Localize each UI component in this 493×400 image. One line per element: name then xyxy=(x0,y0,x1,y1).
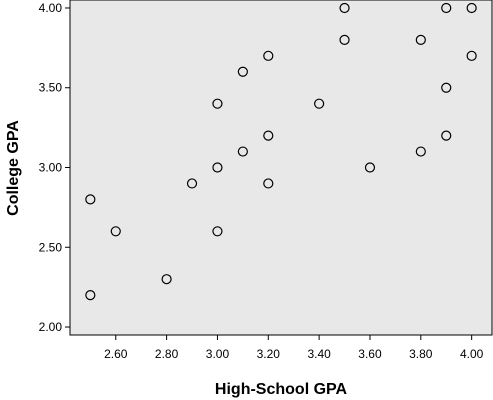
data-point xyxy=(415,146,426,157)
y-tick-label: 3.00 xyxy=(39,161,63,175)
data-point xyxy=(186,178,198,189)
x-axis: 2.60 2.80 3.00 3.20 3.40 3.60 3.80 4.00 xyxy=(104,335,484,361)
x-tick-label: 4.00 xyxy=(460,347,484,361)
data-point xyxy=(110,226,121,237)
data-point xyxy=(237,146,248,157)
x-tick-label: 3.60 xyxy=(358,347,382,361)
y-tick-label: 4.00 xyxy=(39,1,63,15)
data-point xyxy=(85,290,96,301)
data-point xyxy=(212,98,223,109)
data-point xyxy=(263,50,274,61)
y-axis-title: College GPA xyxy=(5,120,22,216)
x-tick-label: 3.20 xyxy=(257,347,281,361)
data-point xyxy=(441,130,452,141)
data-point xyxy=(212,226,223,237)
y-axis: 2.00 2.50 3.00 3.50 4.00 xyxy=(39,1,70,334)
x-tick-label: 2.80 xyxy=(155,347,179,361)
plot-area xyxy=(69,0,493,336)
y-tick-label: 2.00 xyxy=(39,320,63,334)
x-axis-title: High-School GPA xyxy=(215,381,348,398)
data-point xyxy=(339,2,350,14)
data-point xyxy=(237,66,248,77)
data-point xyxy=(263,130,274,141)
data-point xyxy=(161,274,172,285)
data-point xyxy=(441,2,452,14)
data-point xyxy=(466,50,477,61)
data-point xyxy=(212,162,223,173)
data-point xyxy=(85,194,96,205)
x-tick-label: 3.80 xyxy=(409,347,433,361)
x-tick-label: 3.40 xyxy=(307,347,331,361)
x-tick-label: 2.60 xyxy=(104,347,128,361)
y-tick-label: 3.50 xyxy=(39,81,63,95)
data-point xyxy=(339,34,350,45)
data-points xyxy=(85,2,477,301)
data-point xyxy=(364,162,376,173)
data-point xyxy=(263,178,274,189)
data-point xyxy=(415,34,426,45)
data-point xyxy=(466,2,477,14)
data-point xyxy=(441,82,452,93)
y-tick-label: 2.50 xyxy=(39,240,63,254)
data-point xyxy=(314,98,325,109)
x-tick-label: 3.00 xyxy=(206,347,230,361)
